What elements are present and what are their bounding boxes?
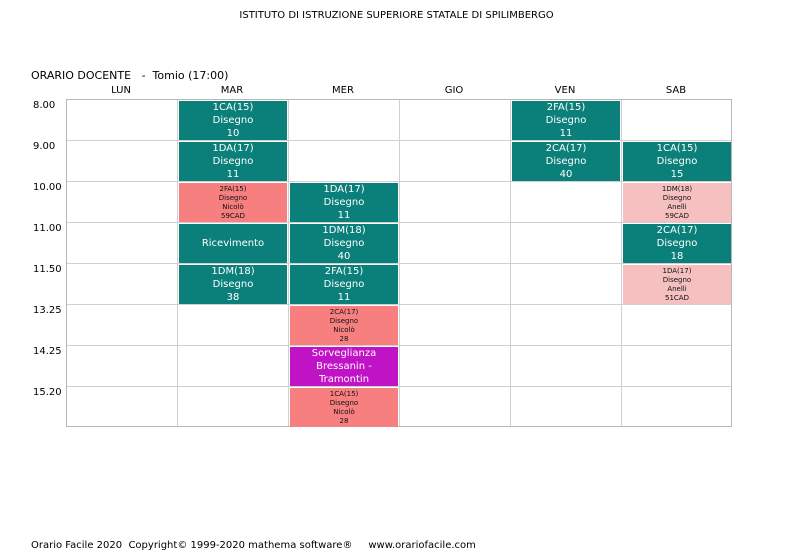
lesson-line: Disegno [545,156,587,167]
lesson-cell[interactable]: 1CA(15) Disegno 15 [623,142,731,181]
grid-row-divider [67,345,731,346]
lesson-line: 1DA(17) [662,266,692,275]
lesson-line: 18 [670,251,684,262]
lesson-cell[interactable]: 1DA(17) Disegno 11 [179,142,287,181]
lesson-line: Disegno [329,398,359,407]
grid-row-divider [67,140,731,141]
lesson-line: 11 [337,210,351,221]
lesson-line: 28 [339,334,349,343]
lesson-cell[interactable]: 1DM(18) Disegno 38 [179,265,287,304]
lesson-line: Disegno [323,238,365,249]
lesson-line: 59CAD [665,211,689,220]
lesson-cell[interactable]: 2FA(15) Disegno 11 [512,101,620,140]
lesson-line: Ricevimento [201,238,265,249]
lesson-line: 2FA(15) [324,266,364,277]
lesson-cell[interactable]: Sorveglianza Bressanin - Tramontin [290,347,398,386]
day-header-sab: SAB [665,85,687,96]
day-header-ven: VEN [554,85,576,96]
lesson-cell[interactable]: 1CA(15) Disegno Nicolò 28 [290,388,398,427]
lesson-cell[interactable]: Ricevimento [179,224,287,263]
time-label: 10.00 [33,182,62,193]
lesson-line: Disegno [323,279,365,290]
time-label: 15.20 [33,387,62,398]
lesson-line: Disegno [212,115,254,126]
lesson-line: Anelli [667,284,687,293]
lesson-cell[interactable]: 1DM(18) Disegno 40 [290,224,398,263]
lesson-line: 1DM(18) [211,266,255,277]
lesson-line: 11 [226,169,240,180]
lesson-cell[interactable]: 1CA(15) Disegno 10 [179,101,287,140]
lesson-line: 2CA(17) [329,307,359,316]
lesson-line: 1DM(18) [661,184,693,193]
lesson-line: 15 [670,169,684,180]
lesson-line: Nicolò [333,407,355,416]
lesson-line: Disegno [218,193,248,202]
lesson-cell[interactable]: 2FA(15) Disegno Nicolò 59CAD [179,183,287,222]
page-title: ORARIO DOCENTE - Tomio (17:00) [31,69,229,82]
day-header-gio: GIO [444,85,464,96]
lesson-line: 11 [337,292,351,303]
day-header-mer: MER [332,85,354,96]
footer-copyright: Orario Facile 2020 Copyright© 1999-2020 … [31,540,476,551]
lesson-line: 51CAD [665,293,689,302]
lesson-line: Disegno [212,279,254,290]
lesson-line: 11 [559,128,573,139]
lesson-line: 2FA(15) [546,102,586,113]
timetable-grid: 1CA(15) Disegno 10 2FA(15) Disegno 11 1DA(17) D… [66,99,732,427]
lesson-line: Disegno [662,275,692,284]
lesson-cell[interactable]: 2CA(17) Disegno 40 [512,142,620,181]
grid-row-divider [67,263,731,264]
lesson-line: Disegno [323,197,365,208]
lesson-line: 59CAD [221,211,245,220]
lesson-line: Anelli [667,202,687,211]
lesson-line: Sorveglianza [311,348,377,359]
lesson-line: Disegno [329,316,359,325]
time-label: 9.00 [33,141,56,152]
lesson-line: Nicolò [222,202,244,211]
lesson-line: 1DA(17) [212,143,254,154]
lesson-line: 2CA(17) [545,143,587,154]
lesson-line: 1CA(15) [329,389,359,398]
lesson-line: 28 [339,416,349,425]
lesson-line: 38 [226,292,240,303]
grid-row-divider [67,222,731,223]
lesson-line: 1DA(17) [323,184,365,195]
grid-row-divider [67,181,731,182]
time-label: 13.25 [33,305,62,316]
day-header-lun: LUN [111,85,131,96]
time-label: 11.00 [33,223,62,234]
lesson-line: Disegno [656,238,698,249]
lesson-line: Disegno [656,156,698,167]
time-label: 14.25 [33,346,62,357]
school-title: ISTITUTO DI ISTRUZIONE SUPERIORE STATALE… [239,10,554,21]
lesson-line: Bressanin - Tramontin [316,361,372,385]
lesson-line: Nicolò [333,325,355,334]
time-label: 8.00 [33,100,56,111]
lesson-line: 10 [226,128,240,139]
lesson-line: 1CA(15) [212,102,254,113]
lesson-line: 2CA(17) [656,225,698,236]
lesson-cell[interactable]: 1DA(17) Disegno Anelli 51CAD [623,265,731,304]
day-header-mar: MAR [220,85,244,96]
lesson-line: Disegno [212,156,254,167]
lesson-cell[interactable]: 2CA(17) Disegno Nicolò 28 [290,306,398,345]
grid-row-divider [67,386,731,387]
lesson-line: Disegno [662,193,692,202]
lesson-line: 2FA(15) [219,184,247,193]
lesson-line: 40 [559,169,573,180]
lesson-line: 1CA(15) [656,143,698,154]
time-label: 11.50 [33,264,62,275]
lesson-line: 40 [337,251,351,262]
lesson-cell[interactable]: 2CA(17) Disegno 18 [623,224,731,263]
lesson-line: 1DM(18) [322,225,366,236]
lesson-line: Disegno [545,115,587,126]
lesson-cell[interactable]: 1DA(17) Disegno 11 [290,183,398,222]
lesson-cell[interactable]: 2FA(15) Disegno 11 [290,265,398,304]
lesson-cell[interactable]: 1DM(18) Disegno Anelli 59CAD [623,183,731,222]
grid-row-divider [67,304,731,305]
